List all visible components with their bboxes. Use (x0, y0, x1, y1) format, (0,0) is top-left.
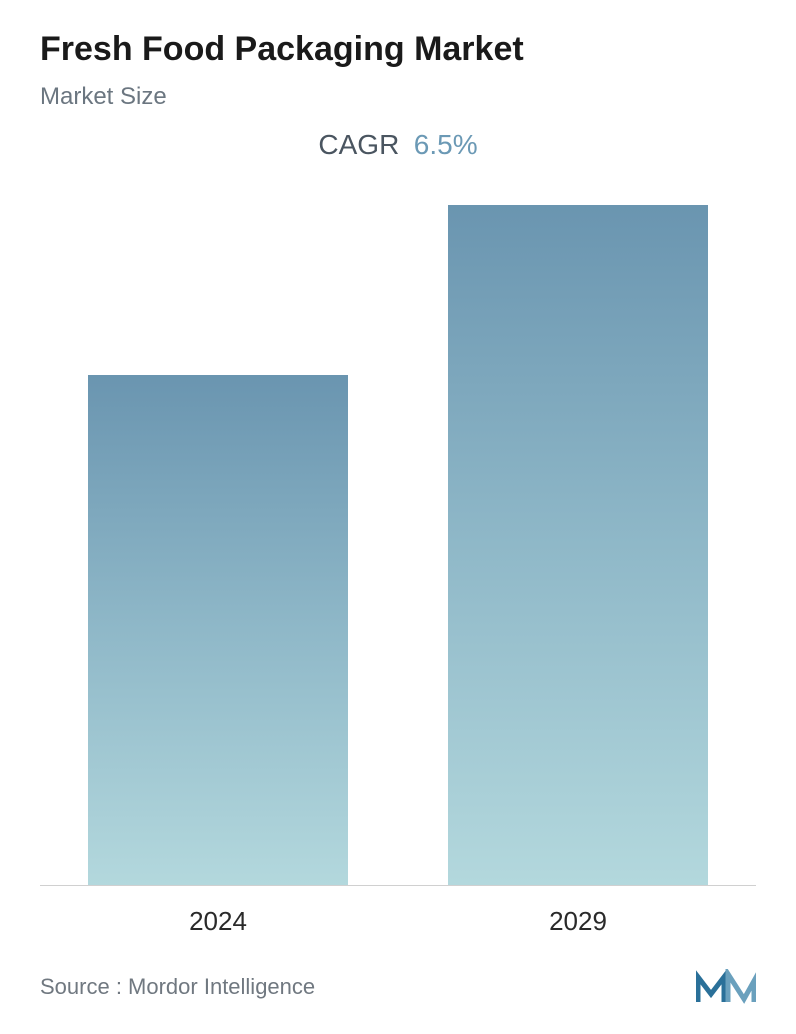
chart-title: Fresh Food Packaging Market (40, 30, 756, 69)
cagr-label: CAGR (318, 129, 399, 160)
x-label-0: 2024 (88, 906, 348, 937)
bar-2024 (88, 375, 348, 885)
source-text: Source : Mordor Intelligence (40, 974, 315, 1000)
bar-chart (40, 206, 756, 886)
cagr-value: 6.5% (414, 129, 478, 160)
cagr-container: CAGR 6.5% (40, 129, 756, 161)
mordor-logo-icon (696, 969, 756, 1004)
chart-subtitle: Market Size (40, 83, 756, 111)
x-label-1: 2029 (448, 906, 708, 937)
chart-footer: Source : Mordor Intelligence (40, 969, 756, 1004)
x-axis-labels: 2024 2029 (40, 906, 756, 937)
bar-2029 (448, 205, 708, 885)
